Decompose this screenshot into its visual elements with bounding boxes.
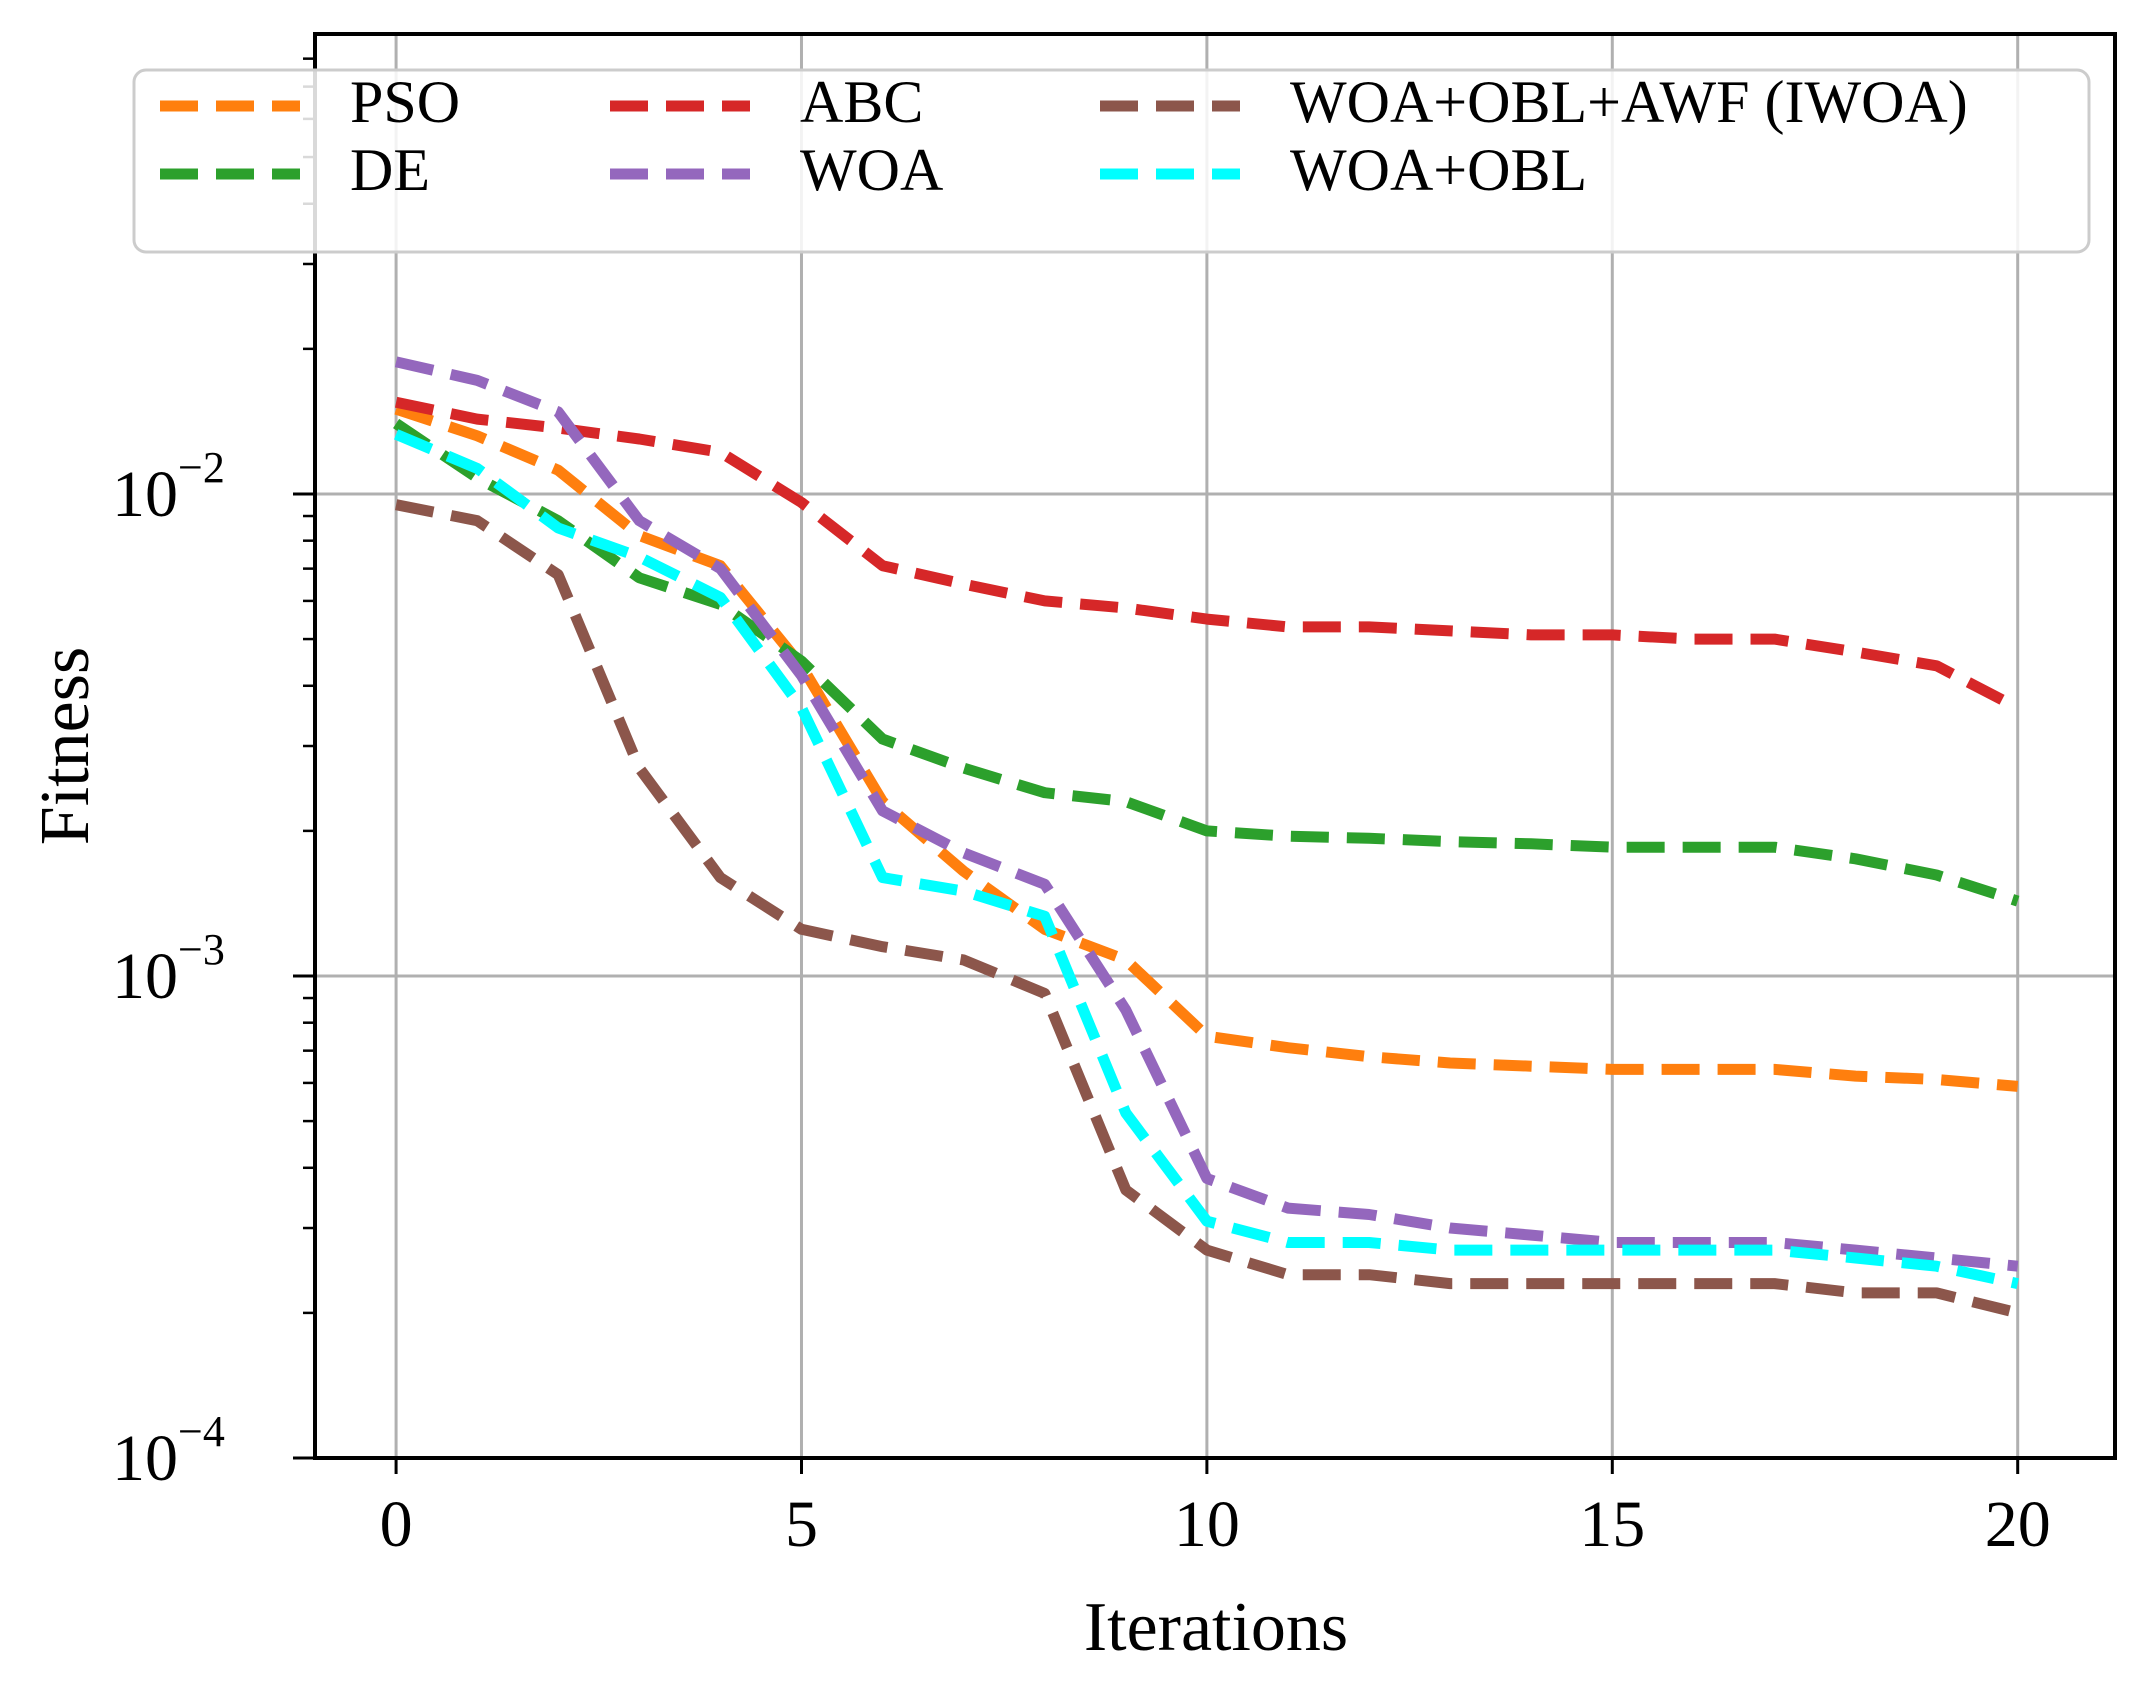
series-line-woa-obl [393, 429, 2019, 1289]
grid-lines [315, 34, 2115, 1458]
x-tick-label: 5 [785, 1488, 818, 1561]
y-tick-label: 10−2 [112, 443, 225, 531]
y-tick-base: 10 [112, 458, 178, 531]
legend-label: PSO [350, 69, 460, 135]
y-tick-base: 10 [112, 940, 178, 1013]
series-line-pso [394, 403, 2019, 1092]
y-tick-exponent: −4 [178, 1407, 225, 1456]
legend-label: WOA+OBL+AWF (IWOA) [1290, 69, 1968, 135]
y-tick-label: 10−4 [112, 1407, 225, 1495]
y-tick-exponent: −3 [178, 925, 225, 974]
y-axis-label: Fitness [27, 647, 104, 845]
y-tick-exponent: −2 [178, 443, 225, 492]
x-tick-label: 10 [1174, 1488, 1240, 1561]
series-line-woa-obl-awf-iwoa [395, 499, 2020, 1319]
legend-label: WOA+OBL [1290, 137, 1587, 203]
x-tick-label: 20 [1985, 1488, 2051, 1561]
y-tick-label: 10−3 [112, 925, 225, 1013]
x-tick-label: 15 [1579, 1488, 1645, 1561]
x-tick-label: 0 [380, 1488, 413, 1561]
legend-label: ABC [800, 69, 923, 135]
y-tick-base: 10 [112, 1422, 178, 1495]
series-lines [393, 356, 2021, 1319]
series-line-de [393, 418, 2020, 907]
legend-label: WOA [800, 137, 943, 203]
series-line-abc [394, 396, 2021, 713]
x-axis-label: Iterations [1084, 1589, 1348, 1666]
legend-label: DE [350, 137, 430, 203]
series-line-woa [394, 356, 2019, 1272]
legend-frame [132, 68, 2091, 254]
